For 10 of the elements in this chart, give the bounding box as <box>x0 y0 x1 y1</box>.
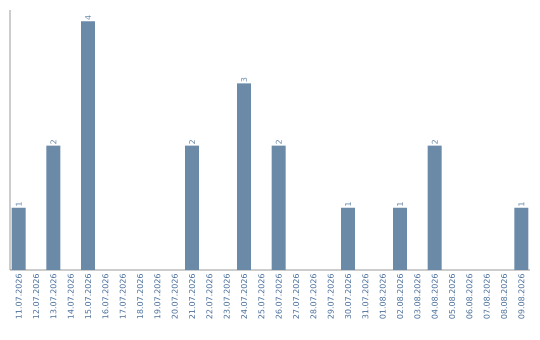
bar <box>341 208 356 270</box>
bar <box>237 83 251 270</box>
bar <box>185 146 199 270</box>
bar <box>12 208 26 270</box>
bar <box>428 146 442 270</box>
bar <box>393 208 408 270</box>
bar <box>46 146 60 270</box>
bar <box>272 146 286 270</box>
bar <box>81 21 95 270</box>
bar <box>514 208 528 270</box>
